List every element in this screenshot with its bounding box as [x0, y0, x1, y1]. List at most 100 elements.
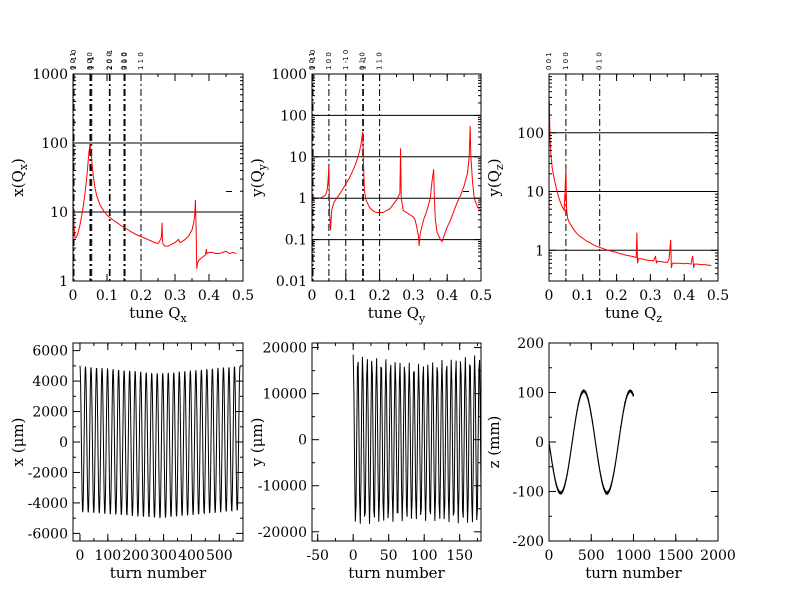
y-tick-label: 1000 — [32, 67, 68, 83]
y-tick-label: 1 — [59, 274, 68, 290]
y-tick-label: -2000 — [28, 465, 68, 481]
y-tick-label: 1 — [298, 191, 307, 207]
data-series-line — [549, 389, 634, 496]
y-tick-label: 10 — [50, 205, 68, 221]
x-tick-label: 50 — [380, 548, 398, 564]
x-tick-label: 400 — [178, 548, 205, 564]
y-tick-label: 0 — [59, 435, 68, 451]
x-tick-label: 0.2 — [605, 288, 627, 304]
x-tick-label: 200 — [122, 548, 149, 564]
x-tick-label: 0.4 — [198, 288, 220, 304]
y-tick-label: -200 — [513, 534, 544, 550]
resonance-label: 1 -1 — [359, 56, 367, 70]
x-tick-label: 0.5 — [707, 288, 729, 304]
x-tick-label: 100 — [94, 548, 121, 564]
y-axis-label: x (μm) — [9, 418, 27, 467]
x-axis-label: turn number — [348, 564, 445, 582]
y-tick-label: 10 — [289, 150, 307, 166]
x-tick-label: 0.2 — [368, 288, 390, 304]
resonance-label: 0 -1 — [87, 56, 95, 70]
y-tick-label: 100 — [517, 386, 544, 402]
y-tick-label: 10 — [526, 185, 544, 201]
y-tick-label: 0 — [535, 435, 544, 451]
y-tick-label: 100 — [517, 126, 544, 142]
x-tick-label: 0.4 — [436, 288, 458, 304]
data-series-line — [549, 100, 712, 269]
x-axis-label: tune Qx — [129, 304, 187, 325]
data-series-line — [73, 144, 237, 269]
y-tick-label: 0.1 — [285, 233, 307, 249]
y-tick-label: -20000 — [258, 525, 307, 541]
x-tick-label: 0.3 — [402, 288, 424, 304]
y-tick-label: -10000 — [258, 479, 307, 495]
x-axis-label: tune Qz — [605, 304, 662, 325]
plot-frame — [311, 342, 482, 542]
y-axis-label: y (μm) — [248, 418, 266, 468]
resonance-label: 1 1 0 — [376, 52, 384, 70]
x-tick-label: 150 — [446, 548, 473, 564]
plot-frame — [72, 73, 244, 282]
x-tick-label: 1500 — [658, 548, 694, 564]
resonance-label: 1 0 0 — [562, 52, 570, 70]
x-tick-label: 0 — [545, 288, 554, 304]
x-tick-label: 0.5 — [470, 288, 492, 304]
resonance-label: 1 0 0 — [325, 52, 333, 70]
x-tick-label: 0 — [308, 288, 317, 304]
resonance-label: 0 1 0 — [359, 52, 367, 70]
y-tick-label: -4000 — [28, 496, 68, 512]
x-axis-label: turn number — [585, 564, 682, 582]
resonance-label: 1 0 0 — [86, 52, 94, 70]
y-axis-label: y(Qy) — [248, 158, 269, 198]
chart-panel-spec-x: 0 0 11 -1 0 1 0 00 -11 -1 2 0 02 0 -1 0 1 0… — [9, 50, 254, 325]
y-axis-label: z (mm) — [485, 416, 503, 469]
x-tick-label: 300 — [150, 548, 177, 564]
data-series-line — [79, 365, 241, 519]
x-tick-label: 0.3 — [639, 288, 661, 304]
resonance-label: 2 0 0 — [105, 52, 113, 70]
x-tick-label: -50 — [306, 548, 329, 564]
resonance-label: 3 0 0 — [121, 52, 129, 70]
y-tick-label: 100 — [41, 136, 68, 152]
chart-panel-spec-z: 0 0 1 1 0 0 0 1 0 0 0.1 0.2 0.3 0.4 0.5 1 10 100 tun… — [463, 52, 729, 325]
resonance-label: 0 0 1 — [69, 52, 77, 70]
y-tick-label: 100 — [280, 108, 307, 124]
data-series-line — [312, 126, 481, 247]
y-tick-label: 2000 — [32, 405, 68, 421]
x-tick-label: 500 — [206, 548, 233, 564]
data-series-line — [352, 354, 481, 524]
resonance-label: 0 0 1 — [308, 52, 316, 70]
x-axis-label: turn number — [110, 564, 207, 582]
plot-frame — [548, 342, 719, 542]
resonance-label: 1 1 0 — [137, 52, 145, 70]
x-tick-label: 0.1 — [335, 288, 357, 304]
x-tick-label: 2000 — [700, 548, 736, 564]
y-tick-label: 0.01 — [276, 274, 307, 290]
chart-panel-turn-x: 0 100 200 300 400 500 -6000 -4000 -2000 0 2000 4000… — [9, 342, 244, 582]
x-tick-label: 0.3 — [164, 288, 186, 304]
x-tick-label: 0 — [69, 288, 78, 304]
plot-frame — [311, 73, 482, 282]
x-tick-label: 0.5 — [232, 288, 254, 304]
resonance-label: 1 -1 — [88, 56, 96, 70]
y-tick-label: -100 — [513, 485, 544, 501]
resonance-label: 0 0 1 — [545, 52, 553, 70]
y-tick-label: 6000 — [32, 344, 68, 360]
x-tick-label: 0 — [349, 548, 358, 564]
x-tick-label: 0 — [545, 548, 554, 564]
y-tick-label: 200 — [517, 336, 544, 352]
x-axis-label: tune Qy — [368, 304, 426, 325]
x-tick-label: 0.2 — [130, 288, 152, 304]
chart-panel-turn-z: 0 500 1000 1500 2000 -200 -100 0 100 200 turn numb… — [485, 336, 736, 582]
x-tick-label: 0.1 — [572, 288, 594, 304]
resonance-label: 1 -1 0 — [309, 50, 317, 70]
y-axis-label: x(Qx) — [9, 158, 30, 197]
y-axis-label: y(Qz) — [485, 158, 506, 197]
resonance-label: 0 1 0 — [120, 52, 128, 70]
y-tick-label: -6000 — [28, 526, 68, 542]
resonance-label: 1 -1 0 — [342, 50, 350, 70]
x-tick-label: 0.1 — [96, 288, 118, 304]
y-tick-label: 0 — [298, 433, 307, 449]
x-tick-label: 0 — [76, 548, 85, 564]
y-tick-label: 4000 — [32, 374, 68, 390]
